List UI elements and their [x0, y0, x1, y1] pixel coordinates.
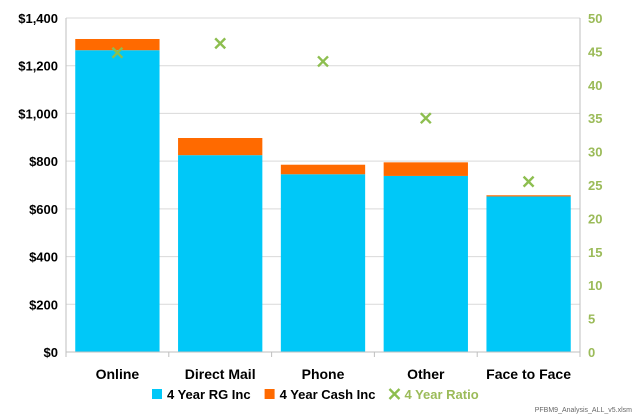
y-right-tick-label: 35	[588, 111, 602, 126]
legend-item: 4 Year Ratio	[388, 387, 479, 402]
legend-marker	[388, 388, 401, 400]
bar-4-year-rg-inc	[383, 175, 468, 352]
bar-4-year-rg-inc	[178, 155, 263, 352]
bar-4-year-cash-inc	[280, 164, 366, 175]
x-tick-label: Face to Face	[486, 366, 571, 382]
ratio-marker	[522, 175, 535, 188]
y-right-tick-label: 5	[588, 312, 595, 327]
legend-swatch	[264, 389, 275, 399]
legend-item: 4 Year Cash Inc	[264, 387, 376, 402]
y-left-tick-label: $600	[29, 202, 58, 217]
ratio-marker-stroke	[111, 46, 124, 59]
ratio-marker-stroke	[419, 112, 432, 125]
legend-swatch	[152, 389, 162, 399]
x-tick-label: Phone	[302, 366, 345, 382]
x-tick-label: Other	[407, 366, 445, 382]
ratio-marker	[214, 37, 227, 50]
y-left-tick-label: $1,400	[18, 11, 58, 26]
bar-4-year-cash-inc	[486, 195, 571, 197]
y-right-tick-label: 15	[588, 245, 602, 260]
ratio-marker	[111, 46, 124, 59]
bar-4-year-cash-inc	[383, 162, 468, 176]
ratio-marker	[317, 55, 329, 68]
y-left-tick-label: $800	[29, 154, 58, 169]
y-left-tick-label: $0	[44, 345, 58, 360]
y-right-tick-label: 10	[588, 278, 602, 293]
ratio-marker-stroke	[317, 55, 329, 68]
footer-filename: PFBM9_Analysis_ALL_v5.xlsm	[534, 407, 632, 414]
legend-label: 4 Year Ratio	[404, 387, 478, 402]
bar-4-year-cash-inc	[178, 138, 263, 156]
bar-4-year-rg-inc	[486, 196, 571, 352]
ratio-markers	[111, 37, 535, 188]
ratio-marker-stroke	[522, 175, 535, 188]
ratio-marker	[419, 112, 432, 125]
ratio-marker-stroke	[214, 37, 227, 50]
y-left-tick-label: $400	[29, 250, 58, 265]
legend-item: 4 Year RG Inc	[152, 387, 251, 402]
legend: 4 Year RG Inc 4 Year Cash Inc 4 Year Ratio	[152, 387, 479, 402]
x-tick-label: Online	[96, 366, 140, 382]
x-tick-label: Direct Mail	[185, 366, 256, 382]
axes: $0 $200 $400 $600 $800 $1,000 $1,200 $1,400 0 5 10…	[18, 11, 602, 382]
bars	[75, 38, 571, 352]
legend-label: 4 Year RG Inc	[167, 387, 251, 402]
y-right-tick-label: 25	[588, 178, 602, 193]
bar-4-year-rg-inc	[280, 174, 366, 352]
y-right-tick-label: 30	[588, 145, 602, 160]
y-left-tick-label: $1,200	[18, 59, 58, 74]
bar-4-year-cash-inc	[75, 38, 160, 51]
y-left-tick-label: $200	[29, 297, 58, 312]
y-right-tick-label: 50	[588, 11, 602, 26]
legend-label: 4 Year Cash Inc	[280, 387, 376, 402]
bar-4-year-rg-inc	[75, 50, 160, 352]
y-left-tick-label: $1,000	[18, 106, 58, 121]
y-right-tick-label: 45	[588, 44, 602, 59]
y-right-tick-label: 40	[588, 78, 602, 93]
y-right-tick-label: 20	[588, 211, 602, 226]
y-right-tick-label: 0	[588, 345, 595, 360]
